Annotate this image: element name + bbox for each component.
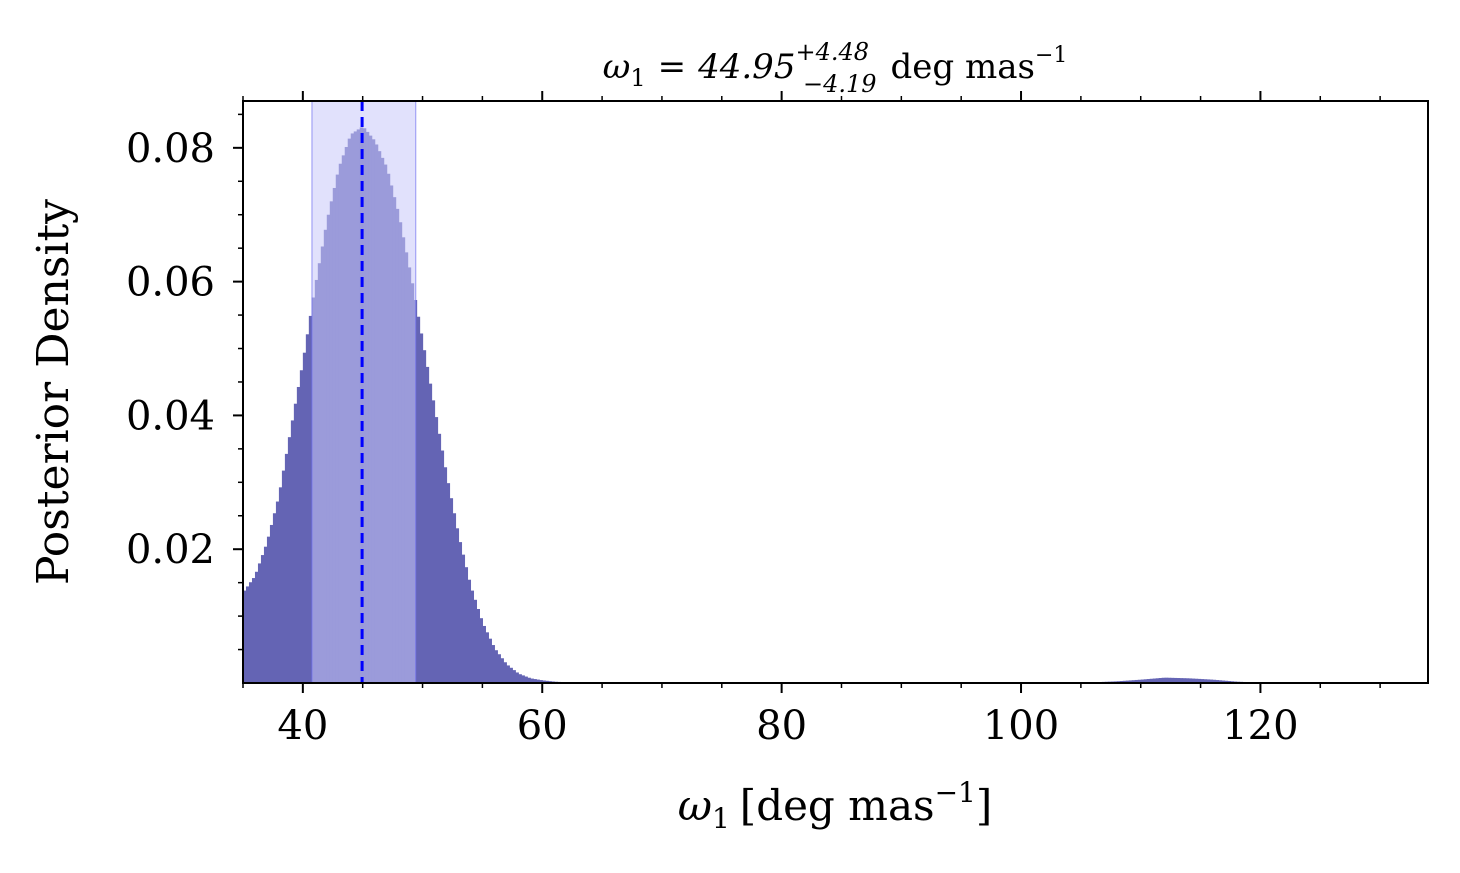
x-tick-label: 120: [1222, 703, 1298, 749]
x-axis-label-open-bracket: [: [740, 781, 756, 830]
x-tick-label: 100: [983, 703, 1059, 749]
chart-title: ω1 =44.95+4.48 −4.19 deg mas−1: [603, 38, 1068, 98]
title-unit-exponent: −1: [1035, 43, 1067, 68]
title-upper-error: +4.48: [795, 38, 869, 66]
y-tick-label: 0.02: [126, 527, 215, 573]
credible-interval-fill: [312, 101, 416, 683]
y-tick-label: 0.06: [126, 260, 215, 306]
x-axis-label-close-bracket: ]: [976, 781, 992, 830]
x-tick-label: 40: [277, 703, 328, 749]
title-value: 44.95: [697, 47, 795, 87]
title-equals: =: [658, 47, 687, 87]
x-axis-label-exponent: −1: [935, 776, 976, 809]
x-tick-label: 80: [756, 703, 807, 749]
title-unit: deg mas: [891, 47, 1035, 87]
x-axis-label: ω1 [deg mas−1]: [678, 776, 993, 835]
x-tick-label: 60: [517, 703, 568, 749]
x-axis-label-unit: deg mas: [756, 781, 934, 830]
title-lower-error: −4.19: [803, 70, 877, 98]
y-axis-label: Posterior Density: [28, 199, 79, 585]
y-tick-label: 0.08: [126, 126, 215, 172]
credible-interval-band: [312, 101, 416, 683]
title-symbol-sub: 1: [630, 64, 645, 92]
title-symbol: ω: [603, 47, 631, 87]
x-axis-label-sub: 1: [712, 802, 730, 835]
y-tick-label: 0.04: [126, 393, 215, 439]
x-axis-label-symbol: ω: [678, 781, 712, 830]
